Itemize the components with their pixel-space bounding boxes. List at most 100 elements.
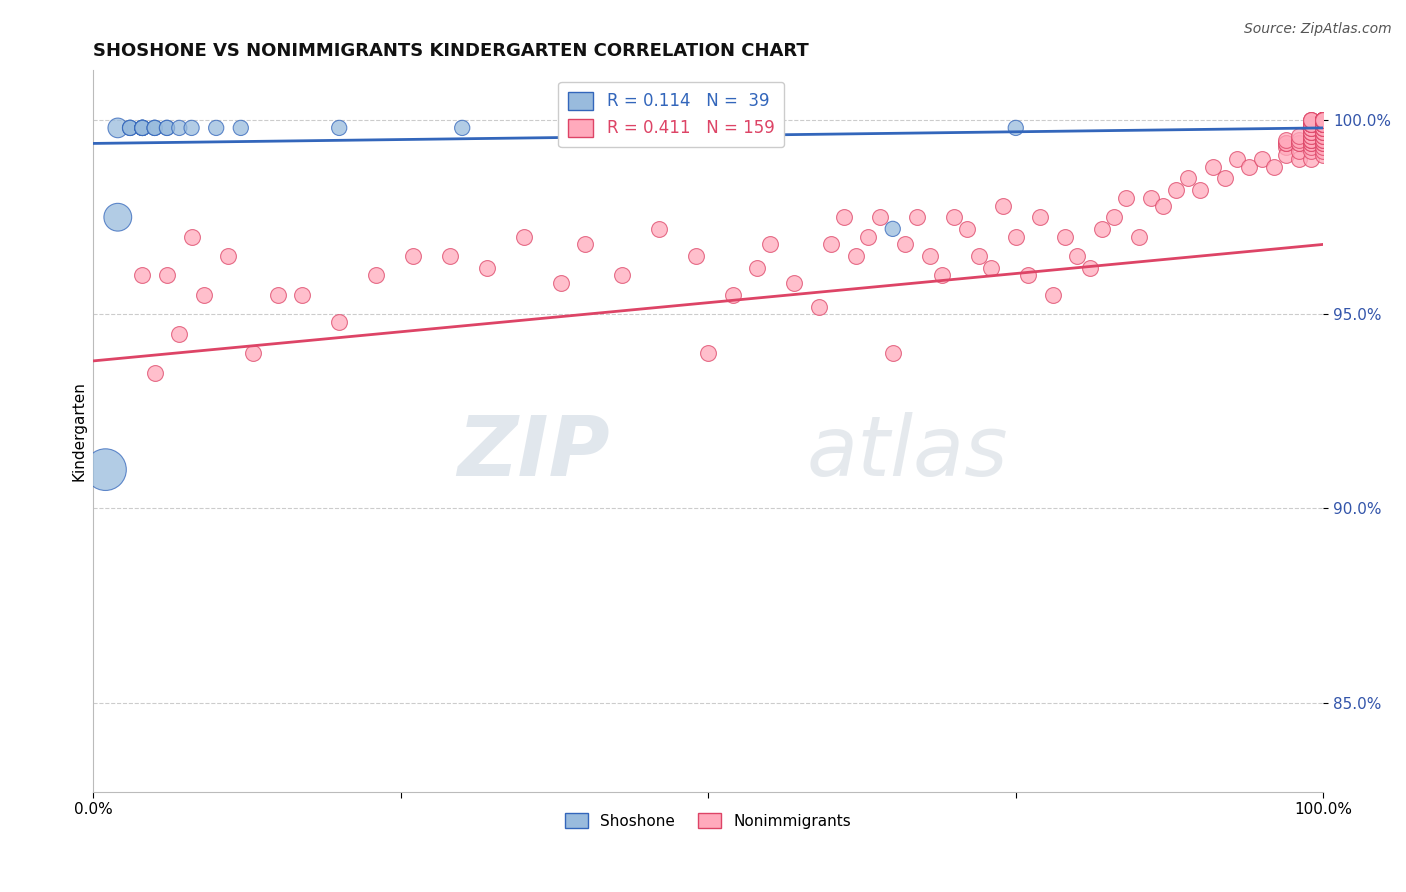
Point (1312, 148, 1334, 162)
Point (1164, 183, 1187, 197)
Text: SHOSHONE VS NONIMMIGRANTS KINDERGARTEN CORRELATION CHART: SHOSHONE VS NONIMMIGRANTS KINDERGARTEN C… (93, 42, 808, 60)
Point (1299, 113, 1322, 128)
Point (1312, 113, 1334, 128)
Point (1299, 152, 1322, 166)
Point (1078, 260, 1101, 275)
Point (1312, 113, 1334, 128)
Point (1299, 117, 1322, 131)
Point (131, 120, 153, 135)
Text: atlas: atlas (807, 412, 1008, 493)
Point (475, 260, 498, 275)
Point (758, 237, 780, 252)
Point (1312, 113, 1334, 128)
Point (1128, 229, 1150, 244)
Point (918, 249, 941, 263)
Point (169, 326, 191, 341)
Point (402, 249, 425, 263)
Point (697, 346, 720, 360)
Point (1312, 113, 1334, 128)
Point (1299, 145, 1322, 159)
Point (218, 249, 240, 263)
Point (1312, 117, 1334, 131)
Point (1312, 113, 1334, 128)
Point (1312, 113, 1334, 128)
Point (1201, 160, 1223, 174)
Point (1275, 136, 1298, 151)
Point (1312, 113, 1334, 128)
Point (1275, 132, 1298, 146)
Point (1312, 113, 1334, 128)
Point (1275, 140, 1298, 154)
Point (1299, 140, 1322, 154)
Point (94, 463, 117, 477)
Point (143, 120, 166, 135)
Point (1017, 268, 1039, 283)
Point (1312, 128, 1334, 143)
Point (131, 120, 153, 135)
Point (882, 222, 904, 236)
Point (1152, 198, 1174, 212)
Point (1299, 125, 1322, 139)
Point (1299, 120, 1322, 135)
Point (931, 268, 953, 283)
Point (1053, 229, 1076, 244)
Point (1299, 113, 1322, 128)
Point (1299, 117, 1322, 131)
Point (1312, 113, 1334, 128)
Point (169, 120, 191, 135)
Point (1263, 160, 1285, 174)
Point (1312, 117, 1334, 131)
Point (1299, 125, 1322, 139)
Point (1312, 113, 1334, 128)
Point (648, 222, 671, 236)
Point (143, 120, 166, 135)
Point (1312, 113, 1334, 128)
Point (1312, 136, 1334, 151)
Point (550, 277, 572, 291)
Point (1312, 132, 1334, 146)
Text: ZIP: ZIP (457, 412, 610, 493)
Point (1250, 152, 1272, 166)
Point (1299, 117, 1322, 131)
Point (1312, 113, 1334, 128)
Point (1312, 113, 1334, 128)
Point (120, 120, 142, 135)
Point (1312, 113, 1334, 128)
Point (1275, 148, 1298, 162)
Point (1312, 113, 1334, 128)
Point (856, 229, 879, 244)
Point (1312, 113, 1334, 128)
Point (882, 346, 904, 360)
Point (1299, 128, 1322, 143)
Point (1312, 113, 1334, 128)
Point (747, 260, 769, 275)
Point (685, 249, 707, 263)
Point (1299, 120, 1322, 135)
Point (1299, 132, 1322, 146)
Point (1288, 136, 1310, 151)
Legend: Shoshone, Nonimmigrants: Shoshone, Nonimmigrants (560, 806, 858, 835)
Point (869, 211, 891, 225)
Point (143, 120, 166, 135)
Point (291, 288, 314, 302)
Point (1299, 120, 1322, 135)
Point (967, 249, 990, 263)
Point (832, 211, 855, 225)
Point (131, 120, 153, 135)
Point (1312, 113, 1334, 128)
Point (439, 249, 461, 263)
Point (1312, 145, 1334, 159)
Point (1312, 113, 1334, 128)
Point (1299, 117, 1322, 131)
Point (1299, 132, 1322, 146)
Point (156, 120, 179, 135)
Point (205, 120, 228, 135)
Point (1312, 113, 1334, 128)
Point (1115, 191, 1137, 205)
Point (1312, 113, 1334, 128)
Point (993, 198, 1015, 212)
Point (366, 268, 388, 283)
Point (1091, 222, 1114, 236)
Point (328, 315, 350, 329)
Point (1299, 136, 1322, 151)
